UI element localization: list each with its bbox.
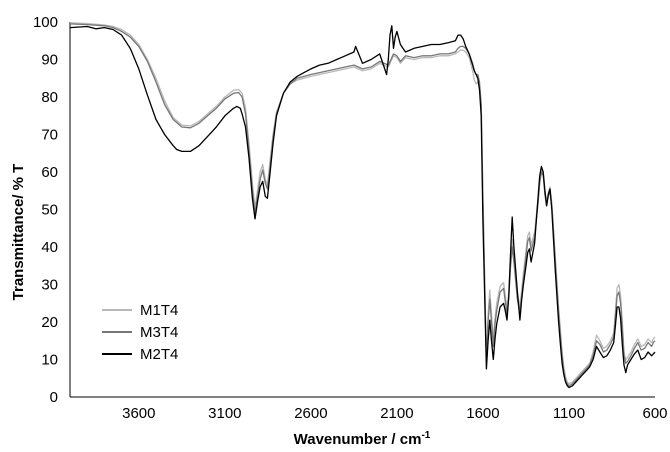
y-tick-label: 30 [41,277,58,294]
x-tick-label: 2600 [294,405,327,422]
legend-label: M1T4 [140,302,178,319]
y-tick-label: 10 [41,352,58,369]
y-tick-label: 100 [33,14,58,31]
series-line-m2t4 [69,25,656,389]
series-line-m3t4 [69,23,656,387]
x-tick-label: 3100 [208,405,241,422]
series-line-m1t4 [69,22,656,385]
x-tick-label: 2100 [380,405,413,422]
x-tick-label: 600 [642,405,667,422]
legend-label: M3T4 [140,324,178,341]
x-axis: 3600 3100 2600 2100 1600 1100 600 [70,396,668,422]
y-tick-label: 40 [41,239,58,256]
y-tick-labels: 0 10 20 30 40 50 60 70 80 90 100 [33,14,58,406]
y-axis: 0 10 20 30 40 50 60 70 80 90 100 [33,14,71,406]
y-tick-label: 90 [41,52,58,69]
y-tick-label: 70 [41,127,58,144]
y-tick-label: 20 [41,314,58,331]
legend: M1T4 M3T4 M2T4 [102,302,178,363]
x-tick-labels: 3600 3100 2600 2100 1600 1100 600 [122,405,667,422]
legend-label: M2T4 [140,346,178,363]
x-tick-label: 3600 [122,405,155,422]
x-axis-title-text: Wavenumber / cm [294,431,422,448]
y-tick-label: 50 [41,202,58,219]
x-axis-title-superscript: -1 [421,430,430,441]
y-tick-label: 0 [50,389,58,406]
y-tick-label: 60 [41,164,58,181]
y-tick-label: 80 [41,89,58,106]
x-tick-label: 1100 [553,405,585,422]
x-axis-title: Wavenumber / cm-1 [294,430,431,448]
series-layer [69,22,656,389]
x-tick-label: 1600 [466,405,499,422]
y-axis-title: Transmittance/ % T [10,164,27,301]
